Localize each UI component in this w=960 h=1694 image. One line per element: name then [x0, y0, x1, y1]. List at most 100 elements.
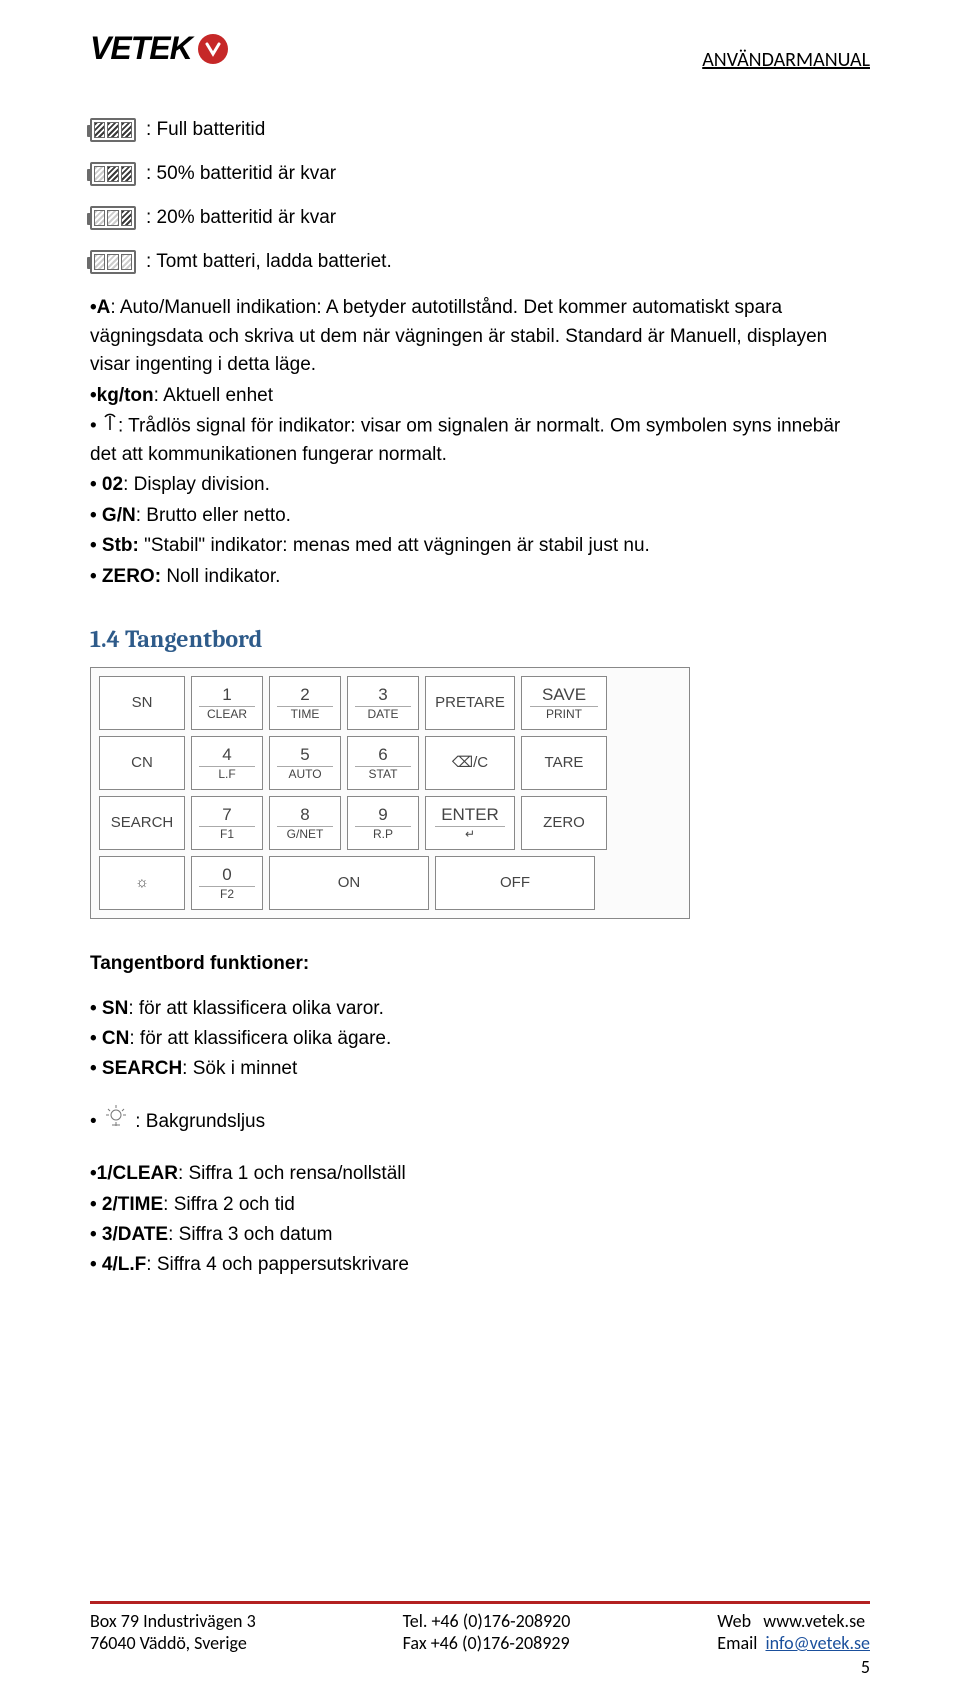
d02-label: • 02 [90, 474, 123, 495]
fax: Fax +46 (0)176-208929 [403, 1632, 571, 1654]
key-bottom-label: G/NET [277, 826, 333, 841]
signal-prefix: • [90, 415, 102, 436]
keypad-key: 9R.P [347, 796, 419, 850]
key-top-label: OFF [500, 875, 530, 892]
key-bottom-label: F2 [199, 886, 255, 901]
kg-label: •kg/ton [90, 385, 154, 406]
key-bottom-label: ↵ [435, 826, 505, 841]
footer-web: Web www.vetek.se Email info@vetek.se [717, 1610, 870, 1654]
key-top-label: 0 [222, 866, 231, 885]
backlight-text: : Bakgrundsljus [135, 1111, 265, 1132]
key-top-label: 1 [222, 686, 231, 705]
gn-label: • G/N [90, 505, 136, 526]
key-top-label: 6 [378, 746, 387, 765]
gn-text: : Brutto eller netto. [136, 505, 291, 526]
page-header: VETEK ANVÄNDARMANUAL [90, 30, 870, 100]
sn-label: • SN [90, 998, 128, 1019]
address-line2: 76040 Väddö, Sverige [90, 1632, 256, 1654]
keypad-key: 3DATE [347, 676, 419, 730]
keypad-key: 2TIME [269, 676, 341, 730]
lf-text: : Siffra 4 och pappersutskrivare [146, 1254, 409, 1275]
battery-empty-icon [90, 250, 136, 274]
functions-heading: Tangentbord funktioner: [90, 949, 870, 979]
battery-row: : Tomt batteri, ladda batteriet. [90, 250, 870, 274]
signal-text: : Trådlös signal för indikator: visar om… [90, 415, 840, 465]
logo-mark-icon [198, 34, 228, 64]
address-line1: Box 79 Industrivägen 3 [90, 1610, 256, 1632]
battery-full-icon [90, 118, 136, 142]
key-top-label: 9 [378, 806, 387, 825]
key-top-label: TARE [545, 755, 584, 772]
battery-row: : 50% batteritid är kvar [90, 162, 870, 186]
key-bottom-label: TIME [277, 706, 333, 721]
email-link[interactable]: info@vetek.se [765, 1632, 870, 1654]
key-bottom-label: DATE [355, 706, 411, 721]
section-title: 1.4 Tangentbord [90, 625, 870, 653]
logo-text: VETEK [90, 30, 192, 67]
key-top-label: CN [131, 755, 153, 772]
email-label: Email [717, 1632, 757, 1654]
search-label: • SEARCH [90, 1058, 182, 1079]
key-bottom-label: PRINT [530, 706, 597, 721]
keypad-key: ON [269, 856, 429, 910]
keypad-key: 1CLEAR [191, 676, 263, 730]
search-text: : Sök i minnet [182, 1058, 297, 1079]
keypad-key: SN [99, 676, 185, 730]
key-top-label: ☼ [135, 875, 149, 892]
key-top-label: 7 [222, 806, 231, 825]
keypad-key: SAVEPRINT [521, 676, 607, 730]
footer-divider [90, 1601, 870, 1604]
key-top-label: 5 [300, 746, 309, 765]
battery-label: : Full batteritid [146, 119, 265, 141]
key-top-label: ⌫/C [452, 755, 488, 772]
key-bottom-label: CLEAR [199, 706, 255, 721]
keypad-key: 4L.F [191, 736, 263, 790]
battery-legend: : Full batteritid : 50% batteritid är kv… [90, 118, 870, 274]
battery-label: : Tomt batteri, ladda batteriet. [146, 251, 392, 273]
web-url: www.vetek.se [763, 1610, 865, 1632]
web-label: Web [717, 1610, 751, 1632]
backlight-icon [102, 1103, 130, 1141]
key-top-label: 4 [222, 746, 231, 765]
document-title: ANVÄNDARMANUAL [702, 48, 870, 72]
a-text: : Auto/Manuell indikation: A betyder aut… [90, 297, 827, 375]
lf-label: • 4/L.F [90, 1254, 146, 1275]
keypad-key: ☼ [99, 856, 185, 910]
zero-label: • ZERO: [90, 566, 161, 587]
keypad-key: 5AUTO [269, 736, 341, 790]
key-top-label: SN [132, 695, 153, 712]
date-text: : Siffra 3 och datum [168, 1224, 332, 1245]
indicator-descriptions: •A: Auto/Manuell indikation: A betyder a… [90, 294, 870, 591]
antenna-icon [102, 412, 118, 441]
stb-text: "Stabil" indikator: menas med att vägnin… [139, 535, 650, 556]
battery-label: : 50% batteritid är kvar [146, 163, 336, 185]
keypad-diagram: SN1CLEAR2TIME3DATEPRETARESAVEPRINTCN4L.F… [90, 667, 690, 919]
zero-text: Noll indikator. [161, 566, 280, 587]
keypad-key: 0F2 [191, 856, 263, 910]
time-text: : Siffra 2 och tid [163, 1194, 295, 1215]
keypad-key: 6STAT [347, 736, 419, 790]
key-top-label: ON [338, 875, 361, 892]
keypad-key: TARE [521, 736, 607, 790]
battery-row: : Full batteritid [90, 118, 870, 142]
footer-address: Box 79 Industrivägen 3 76040 Väddö, Sver… [90, 1610, 256, 1654]
date-label: • 3/DATE [90, 1224, 168, 1245]
kg-text: : Aktuell enhet [154, 385, 273, 406]
sn-text: : för att klassificera olika varor. [128, 998, 384, 1019]
keypad-functions: Tangentbord funktioner: • SN: för att kl… [90, 949, 870, 1281]
key-bottom-label: L.F [199, 766, 255, 781]
keypad-key: CN [99, 736, 185, 790]
key-bottom-label: STAT [355, 766, 411, 781]
cn-text: : för att klassificera olika ägare. [129, 1028, 391, 1049]
key-bottom-label: F1 [199, 826, 255, 841]
keypad-key: OFF [435, 856, 595, 910]
keypad-key: ZERO [521, 796, 607, 850]
footer-phone: Tel. +46 (0)176-208920 Fax +46 (0)176-20… [403, 1610, 571, 1654]
clear-text: : Siffra 1 och rensa/nollställ [178, 1163, 406, 1184]
key-bottom-label: R.P [355, 826, 411, 841]
a-label: •A [90, 297, 110, 318]
battery-row: : 20% batteritid är kvar [90, 206, 870, 230]
d02-text: : Display division. [123, 474, 270, 495]
keypad-key: ENTER↵ [425, 796, 515, 850]
key-top-label: ENTER [441, 806, 499, 825]
